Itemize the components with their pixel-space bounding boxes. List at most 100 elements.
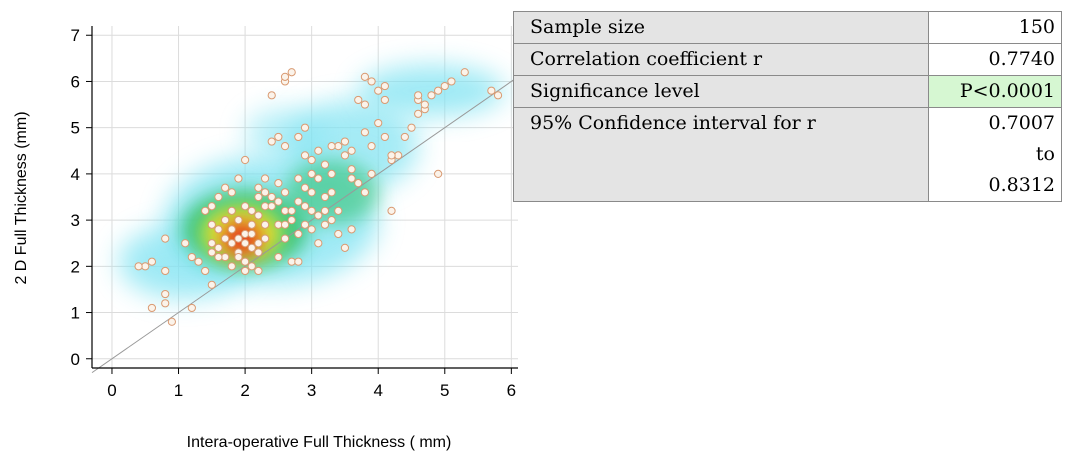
y-tick-label: 2 (71, 257, 80, 276)
data-point (320, 220, 330, 229)
data-point (294, 229, 303, 239)
data-point (240, 155, 250, 165)
data-point (287, 257, 296, 266)
data-point (367, 142, 376, 151)
data-point (320, 192, 330, 202)
data-point (161, 266, 170, 276)
data-point (380, 95, 389, 105)
x-tick-label: 4 (373, 381, 382, 400)
table-row: Sample size 150 (513, 11, 1062, 44)
data-point (360, 188, 370, 197)
data-point (340, 137, 350, 146)
y-tick-label: 5 (71, 119, 80, 138)
data-point (274, 220, 283, 229)
x-tick-label: 1 (174, 381, 183, 400)
data-point (234, 216, 243, 225)
data-point (380, 132, 389, 142)
data-point (314, 211, 323, 220)
data-point (440, 81, 449, 91)
data-point (394, 151, 403, 160)
data-point (274, 179, 283, 188)
data-point (221, 234, 230, 243)
data-point (414, 109, 423, 118)
data-point (227, 206, 236, 215)
significance-value: P<0.0001 (928, 75, 1062, 108)
data-point (334, 142, 343, 151)
data-point (227, 239, 236, 248)
data-point (254, 211, 263, 220)
data-point (307, 225, 316, 234)
data-point (194, 257, 203, 266)
x-axis-title: Intera-operative Full Thickness ( mm) (187, 434, 452, 451)
data-point (267, 137, 276, 146)
data-point (327, 188, 336, 197)
data-point (294, 174, 303, 183)
data-point (240, 202, 250, 211)
data-point (300, 220, 310, 229)
data-point (214, 243, 223, 252)
axes (86, 26, 518, 374)
data-point (227, 188, 236, 197)
data-point (360, 72, 370, 81)
data-point (354, 95, 363, 105)
data-point (280, 142, 290, 151)
data-point (181, 239, 190, 248)
data-point (201, 266, 210, 276)
data-point (320, 206, 330, 215)
data-point (407, 123, 416, 132)
data-point (260, 174, 270, 183)
y-tick-label: 1 (71, 304, 80, 323)
x-tick-label: 6 (507, 381, 516, 400)
data-point (247, 243, 256, 252)
data-point (234, 234, 243, 243)
data-point (327, 169, 336, 178)
data-point (280, 220, 290, 229)
data-point (207, 280, 216, 289)
data-point (207, 220, 216, 229)
data-point (367, 77, 376, 86)
data-point (300, 123, 310, 132)
data-point (214, 225, 223, 234)
ci-upper: 0.8312 (988, 174, 1055, 196)
data-point (420, 100, 429, 109)
data-point (294, 197, 303, 206)
data-point (280, 72, 290, 81)
data-point (207, 239, 216, 248)
data-point (387, 206, 396, 215)
data-point (201, 206, 210, 215)
confidence-interval-value: 0.7007 to 0.8312 (928, 107, 1062, 202)
data-point (400, 132, 409, 142)
data-point (134, 262, 143, 271)
data-point (434, 86, 443, 95)
y-tick-label: 0 (71, 350, 80, 369)
data-point (307, 206, 316, 215)
data-point (240, 239, 250, 248)
data-point (347, 146, 356, 155)
data-point (300, 183, 310, 192)
data-point (300, 151, 310, 160)
data-point (234, 174, 243, 183)
data-point (240, 229, 250, 239)
data-point (207, 202, 216, 211)
data-point (227, 225, 236, 234)
scatter-chart: 0 1 2 3 4 5 6 0 1 2 3 4 5 6 7 Intera-operative Full Th… (13, 26, 519, 451)
data-point (314, 174, 323, 183)
data-point (300, 202, 310, 211)
data-point (214, 192, 223, 202)
data-point (260, 234, 270, 243)
data-point (267, 91, 276, 100)
data-point (187, 252, 196, 262)
data-point (147, 257, 157, 266)
data-point (240, 257, 250, 266)
data-point (247, 262, 256, 271)
x-tick-label: 2 (240, 381, 249, 400)
data-point (327, 142, 336, 151)
data-point (167, 317, 176, 326)
density-blob (245, 109, 325, 156)
data-point (414, 91, 423, 100)
y-tick-label: 4 (71, 165, 80, 184)
sample-size-value: 150 (928, 11, 1062, 44)
x-tick-label: 3 (307, 381, 316, 400)
correlation-stats-table: Sample size 150 Correlation coefficient … (513, 11, 1062, 202)
data-point (254, 183, 263, 192)
